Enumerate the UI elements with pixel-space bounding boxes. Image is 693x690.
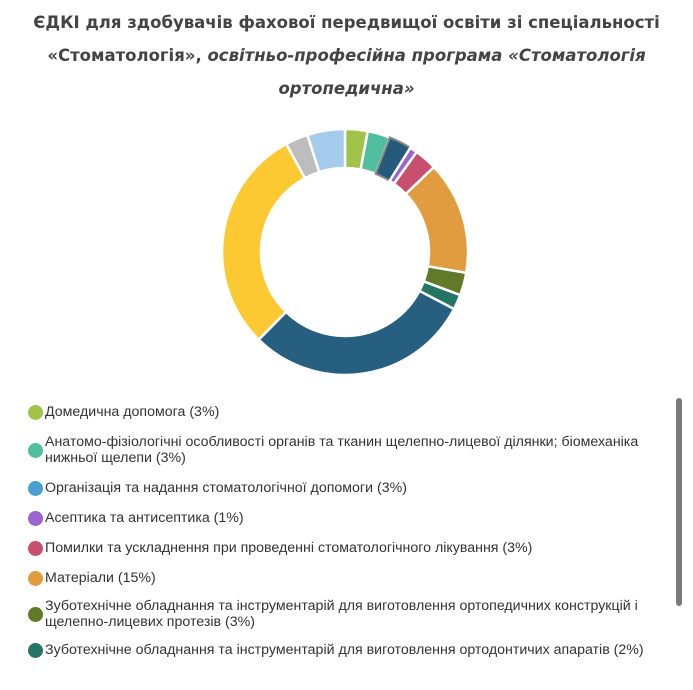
legend-label: Помилки та ускладнення при проведенні ст… [45, 540, 533, 556]
legend-swatch-icon [28, 404, 43, 420]
donut-slice[interactable] [305, 127, 347, 174]
legend-label: Домедична допомога (3%) [45, 404, 220, 420]
legend-swatch-icon [28, 570, 43, 586]
donut-slice[interactable] [220, 142, 307, 342]
chart-title: ЄДКІ для здобувачів фахової передвищої о… [20, 6, 673, 105]
legend-label: Асептика та антисептика (1%) [45, 510, 244, 526]
legend-item[interactable]: Організація та надання стоматологічної д… [28, 480, 407, 496]
legend-label: Зуботехнічне обладнання та інструментарі… [45, 642, 644, 658]
chart-title-bold: ЄДКІ для здобувачів фахової передвищої о… [33, 13, 660, 65]
legend-label: Зуботехнічне обладнання та інструментарі… [45, 598, 638, 630]
legend-item[interactable]: Зуботехнічне обладнання та інструментарі… [28, 598, 658, 630]
legend-swatch-icon [28, 540, 43, 556]
donut-slice[interactable] [256, 289, 456, 377]
legend-item[interactable]: Помилки та ускладнення при проведенні ст… [28, 540, 532, 556]
legend-swatch-icon [28, 606, 43, 622]
legend-label: Організація та надання стоматологічної д… [45, 480, 407, 496]
legend-swatch-icon [28, 442, 43, 458]
legend-item[interactable]: Асептика та антисептика (1%) [28, 510, 244, 526]
legend-item[interactable]: Зуботехнічне обладнання та інструментарі… [28, 642, 644, 658]
legend-item[interactable]: Матеріали (15%) [28, 570, 156, 586]
legend-swatch-icon [28, 480, 43, 496]
legend-swatch-icon [28, 642, 43, 658]
legend-item[interactable]: Домедична допомога (3%) [28, 404, 219, 420]
legend-label: Матеріали (15%) [45, 570, 156, 586]
legend-label: Анатомо-фізіологічні особливості органів… [45, 434, 639, 466]
chart-title-italic: освітньо-професійна програма «Стоматолог… [207, 46, 646, 98]
legend-item[interactable]: Анатомо-фізіологічні особливості органів… [28, 434, 658, 466]
legend-swatch-icon [28, 510, 43, 526]
scrollbar[interactable] [676, 398, 682, 606]
donut-chart [220, 127, 470, 377]
